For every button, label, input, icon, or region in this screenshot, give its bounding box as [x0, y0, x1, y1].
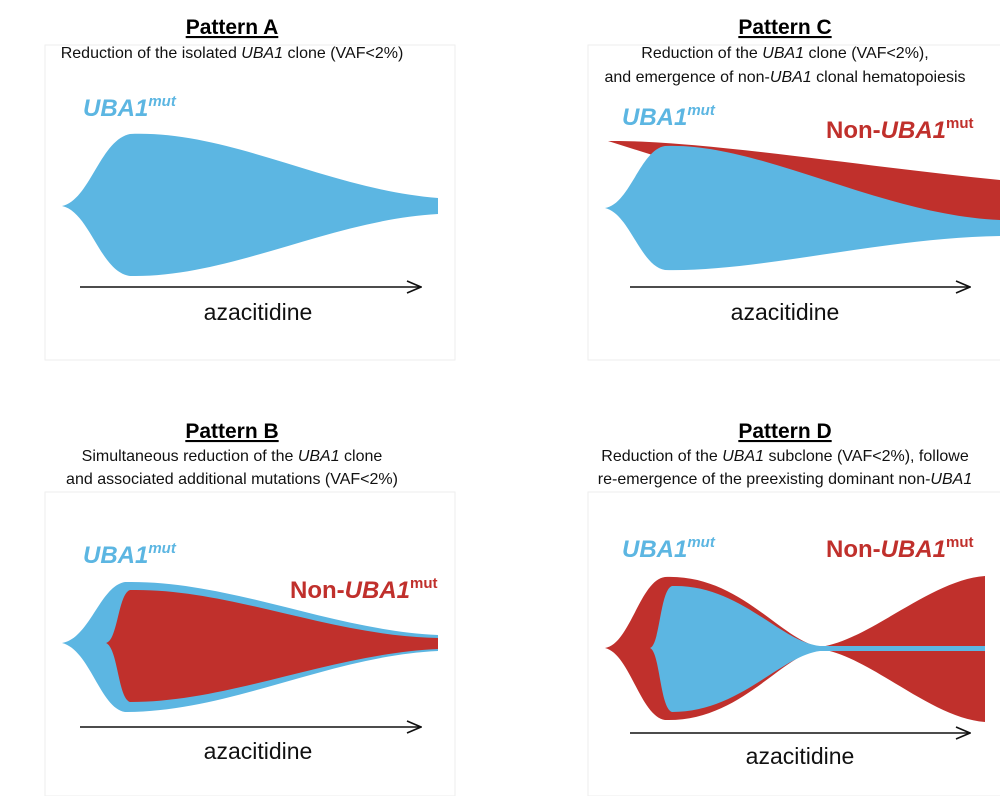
panel-frame — [44, 491, 456, 796]
panel-subtitle-line1: Reduction of the UBA1 clone (VAF<2%), — [641, 45, 928, 62]
panel-frame — [587, 44, 1000, 361]
panel-frame — [587, 491, 1000, 796]
non-uba1-clone-shape — [106, 589, 438, 702]
uba1-clone-shape — [605, 145, 1000, 271]
axis-label: azacitidine — [731, 299, 840, 325]
panel-title: Pattern C — [738, 16, 831, 39]
panel-pattern-a: Pattern A Reduction of the isolated UBA1… — [44, 16, 456, 361]
panel-subtitle-line1: Reduction of the UBA1 subclone (VAF<2%),… — [601, 448, 969, 465]
panel-subtitle-line2: and associated additional mutations (VAF… — [66, 471, 398, 488]
panel-pattern-c: Pattern C Reduction of the UBA1 clone (V… — [587, 16, 1000, 361]
uba1-label: UBA1mut — [83, 540, 177, 569]
panel-title: Pattern A — [186, 16, 279, 39]
panel-subtitle-line2: and emergence of non-UBA1 clonal hematop… — [604, 69, 965, 86]
panel-title: Pattern B — [185, 420, 278, 443]
uba1-clone-shape — [62, 133, 438, 277]
panel-title: Pattern D — [738, 420, 831, 443]
non-uba1-label: Non-UBA1mut — [826, 115, 974, 144]
non-uba1-label: Non-UBA1mut — [290, 575, 438, 604]
uba1-label: UBA1mut — [622, 102, 716, 131]
panel-frame — [44, 44, 456, 361]
uba1-label: UBA1mut — [83, 93, 177, 122]
non-uba1-label: Non-UBA1mut — [826, 534, 974, 563]
panel-pattern-d: Pattern D Reduction of the UBA1 subclone… — [587, 420, 1000, 796]
panel-subtitle: Reduction of the isolated UBA1 clone (VA… — [61, 45, 404, 62]
uba1-clone-shape — [650, 585, 985, 712]
uba1-label: UBA1mut — [622, 534, 716, 563]
panel-pattern-b: Pattern B Simultaneous reduction of the … — [44, 420, 456, 796]
axis-label: azacitidine — [746, 743, 855, 769]
panel-subtitle-line1: Simultaneous reduction of the UBA1 clone — [82, 448, 383, 465]
axis-label: azacitidine — [204, 738, 313, 764]
axis-label: azacitidine — [204, 299, 313, 325]
panel-subtitle-line2: re-emergence of the preexisting dominant… — [598, 471, 972, 488]
